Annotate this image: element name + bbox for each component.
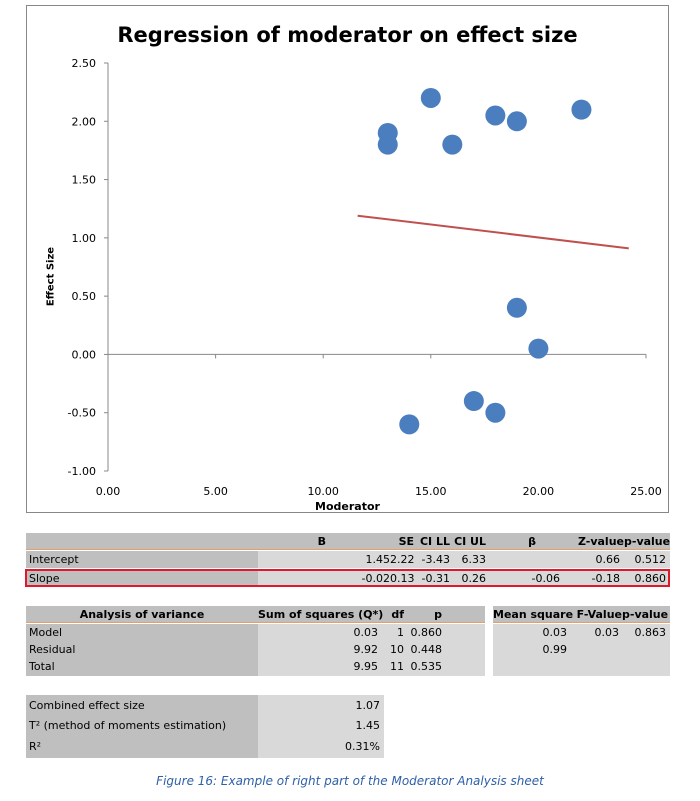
header-z: Z-value bbox=[577, 535, 624, 548]
chart-frame: 2.50 2.00 1.50 1.00 0.50 0.00 -0.50 -1.00 0.00 5.… bbox=[26, 5, 669, 513]
y-tick-label: 1.00 bbox=[72, 232, 97, 245]
tau-squared-value: 1.45 bbox=[355, 719, 381, 732]
anova-ms-rows-bg bbox=[493, 624, 670, 676]
y-tick-label: -0.50 bbox=[68, 407, 96, 420]
anova-model-df: 1 bbox=[397, 626, 404, 639]
anova-header-label: Analysis of variance bbox=[79, 608, 205, 621]
anova-residual-label: Residual bbox=[29, 643, 76, 656]
data-point bbox=[399, 414, 420, 435]
anova-residual-ss: 9.92 bbox=[353, 643, 379, 656]
y-tick-label: 0.00 bbox=[72, 348, 97, 361]
y-tick-label: 0.50 bbox=[72, 290, 97, 303]
anova-header-ss: Sum of squares (Q*) bbox=[258, 608, 384, 621]
slope-b: -0.02 bbox=[361, 572, 390, 585]
x-tick-label: 5.00 bbox=[203, 485, 228, 498]
y-tick-label: 2.50 bbox=[72, 57, 97, 70]
anova-total-p: 0.535 bbox=[410, 660, 443, 673]
anova-header-df: df bbox=[391, 608, 404, 621]
header-se: SE bbox=[398, 535, 414, 548]
anova-ms-header-bg bbox=[493, 606, 670, 623]
combined-effect-value: 1.07 bbox=[355, 699, 381, 712]
intercept-z: 0.66 bbox=[595, 553, 621, 566]
anova-header-bg bbox=[26, 606, 485, 623]
header-beta: β bbox=[528, 535, 536, 548]
slope-label-bg bbox=[26, 570, 258, 587]
header-ci-ll: CI LL bbox=[419, 535, 450, 548]
slope-row-highlight bbox=[25, 569, 670, 587]
anova-total-df: 11 bbox=[390, 660, 404, 673]
anova-table: Analysis of variance Sum of squares (Q*)… bbox=[26, 606, 670, 676]
y-axis-label: Effect Size bbox=[45, 246, 57, 307]
x-axis-label: Moderator bbox=[315, 500, 380, 513]
anova-header-p: p bbox=[434, 608, 442, 621]
x-tick-label: 0.00 bbox=[96, 485, 121, 498]
anova-total-ss: 9.95 bbox=[353, 660, 379, 673]
regression-line bbox=[357, 214, 629, 250]
chart-title: Regression of moderator on effect size bbox=[117, 23, 578, 47]
data-point bbox=[506, 297, 527, 318]
x-tick-label: 20.00 bbox=[523, 485, 555, 498]
anova-label-bg bbox=[26, 624, 258, 676]
anova-total-label: Total bbox=[29, 660, 55, 673]
header-ci-ul: CI UL bbox=[454, 535, 486, 548]
data-point bbox=[571, 99, 592, 120]
data-point bbox=[442, 134, 463, 155]
slope-se: 0.13 bbox=[390, 572, 415, 585]
intercept-label: Intercept bbox=[29, 553, 79, 566]
slope-p: 0.860 bbox=[634, 572, 667, 585]
anova-model-ms: 0.03 bbox=[542, 626, 568, 639]
r-squared-label: R² bbox=[29, 740, 42, 753]
tau-squared-label: T² (method of moments estimation) bbox=[29, 719, 227, 732]
anova-residual-p: 0.448 bbox=[410, 643, 443, 656]
x-tick-label: 15.00 bbox=[415, 485, 447, 498]
combined-effect-label: Combined effect size bbox=[29, 699, 145, 712]
anova-header-fp: p-value bbox=[622, 608, 669, 621]
anova-residual-ms: 0.99 bbox=[542, 643, 568, 656]
x-tick-label: 10.00 bbox=[307, 485, 339, 498]
y-tick-label: -1.00 bbox=[68, 465, 96, 478]
intercept-ci-ll: -3.43 bbox=[421, 553, 450, 566]
header-p: p-value bbox=[624, 535, 671, 548]
data-point bbox=[485, 105, 506, 126]
regression-table: B SE CI LL CI UL β Z-value p-value Inter… bbox=[25, 533, 671, 588]
summary-label-bg bbox=[26, 695, 258, 758]
intercept-p: 0.512 bbox=[634, 553, 667, 566]
slope-label: Slope bbox=[29, 572, 60, 585]
anova-model-f: 0.03 bbox=[594, 626, 620, 639]
data-point bbox=[485, 402, 506, 423]
intercept-ci-ul: 6.33 bbox=[461, 553, 487, 566]
anova-model-p: 0.860 bbox=[410, 626, 443, 639]
summary-table: Combined effect size 1.07 T² (method of … bbox=[26, 695, 386, 758]
anova-model-label: Model bbox=[29, 626, 63, 639]
slope-z: -0.18 bbox=[591, 572, 620, 585]
anova-header-ms: Mean square bbox=[493, 608, 574, 621]
intercept-se: 2.22 bbox=[390, 553, 415, 566]
x-tick-label: 25.00 bbox=[630, 485, 662, 498]
scatter-chart: 2.502.001.501.000.500.00-0.50-1.000.00 5.… bbox=[68, 57, 662, 498]
header-b: B bbox=[317, 535, 326, 548]
slope-ci-ul: 0.26 bbox=[461, 572, 487, 585]
regression-header-bg bbox=[26, 533, 670, 550]
intercept-label-bg bbox=[26, 551, 258, 568]
data-point bbox=[506, 111, 527, 132]
slope-ci-ll: -0.31 bbox=[421, 572, 450, 585]
r-squared-value: 0.31% bbox=[345, 740, 380, 753]
y-tick-label: 2.00 bbox=[72, 115, 97, 128]
anova-header-f: F-Value bbox=[576, 608, 622, 621]
figure-caption: Figure 16: Example of right part of the … bbox=[156, 774, 544, 788]
slope-beta: -0.06 bbox=[531, 572, 560, 585]
data-point bbox=[377, 134, 398, 155]
anova-residual-df: 10 bbox=[390, 643, 404, 656]
anova-model-ss: 0.03 bbox=[353, 626, 379, 639]
data-point bbox=[463, 391, 484, 412]
intercept-b: 1.45 bbox=[365, 553, 391, 566]
data-point bbox=[528, 338, 549, 359]
data-point bbox=[420, 87, 441, 108]
y-tick-label: 1.50 bbox=[72, 174, 97, 187]
anova-model-fp: 0.863 bbox=[634, 626, 667, 639]
